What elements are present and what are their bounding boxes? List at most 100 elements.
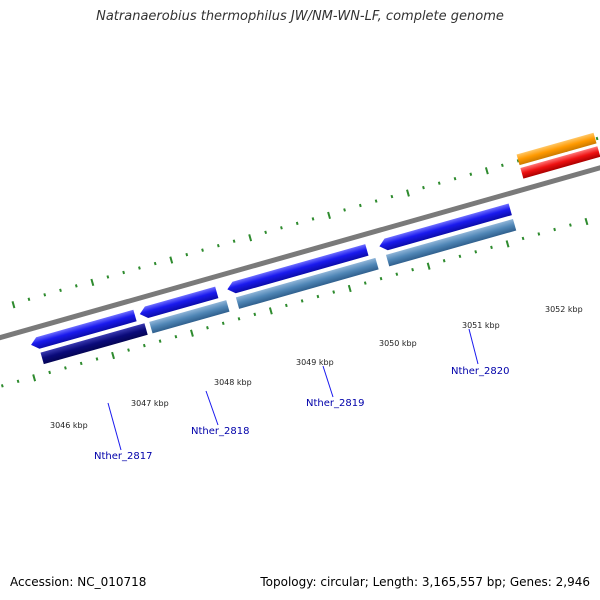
scale-tick: [253, 312, 257, 317]
outer-tick: [327, 211, 331, 220]
scale-tick: [411, 267, 414, 272]
outer-tick: [43, 293, 47, 297]
leader-nther-2817: [107, 402, 122, 451]
gene-bar-nther-2820: [385, 218, 517, 267]
map-title: Natranaerobius thermophilus JW/NM-WN-LF,…: [96, 9, 504, 24]
scale-label-3050: 3050 kbp: [379, 339, 417, 348]
leader-nther-2820: [468, 328, 479, 365]
scale-tick: [537, 232, 541, 236]
outer-tick: [280, 226, 283, 230]
scale-tick: [32, 374, 37, 382]
scale-tick: [584, 217, 589, 226]
gene-label-nther-2819[interactable]: Nther_2819: [306, 398, 364, 409]
genome-backbone: [0, 134, 600, 373]
outer-tick: [358, 203, 362, 208]
outer-tick: [295, 221, 299, 226]
genome-summary: Topology: circular; Length: 3,165,557 bp…: [260, 575, 590, 589]
feature-orange: [516, 132, 597, 166]
outer-tick: [501, 163, 504, 168]
scale-tick: [458, 254, 462, 259]
scale-tick: [16, 379, 20, 384]
scale-tick-marks: [0, 217, 589, 388]
scale-tick: [284, 303, 288, 308]
outer-tick: [374, 199, 378, 203]
scale-tick: [569, 223, 572, 227]
outer-tick: [311, 217, 315, 221]
outer-tick: [201, 248, 204, 252]
scale-tick: [363, 281, 367, 285]
outer-tick: [122, 270, 126, 275]
scale-tick: [48, 370, 52, 375]
outer-tick: [74, 284, 78, 288]
scale-tick: [158, 339, 162, 343]
outer-tick: [595, 136, 599, 141]
outer-tick: [406, 189, 410, 197]
scale-label-3046: 3046 kbp: [50, 421, 88, 430]
scale-tick: [79, 361, 83, 366]
outer-tick: [11, 301, 16, 309]
outer-tick: [453, 176, 457, 181]
outer-tick: [169, 256, 174, 264]
cds-arrow-nther-2820: [379, 203, 512, 251]
outer-tick: [185, 252, 189, 257]
outer-tick: [153, 261, 157, 266]
scale-tick: [300, 299, 304, 303]
outer-tick: [484, 167, 489, 175]
gene-bar-nther-2818: [149, 300, 230, 334]
scale-tick: [237, 317, 241, 321]
scale-tick: [142, 343, 146, 348]
scale-tick: [64, 366, 67, 370]
scale-label-3047: 3047 kbp: [131, 399, 169, 408]
gene-label-nther-2818[interactable]: Nther_2818: [191, 426, 249, 437]
scale-label-3048: 3048 kbp: [214, 378, 252, 387]
leader-nther-2819: [322, 365, 334, 398]
outer-tick: [469, 172, 473, 176]
gene-bar-nther-2819: [235, 257, 379, 309]
outer-tick: [59, 288, 62, 293]
outer-tick: [390, 194, 394, 199]
outer-tick: [264, 230, 268, 235]
outer-tick: [232, 239, 236, 243]
scale-tick: [316, 294, 320, 299]
outer-tick: [106, 275, 110, 279]
scale-tick: [379, 276, 383, 281]
scale-tick: [426, 262, 431, 270]
gene-label-nther-2817[interactable]: Nther_2817: [94, 451, 152, 462]
scale-tick: [268, 307, 273, 315]
cds-arrow-nther-2818: [139, 286, 219, 319]
outer-tick: [138, 266, 141, 270]
cds-arrow-nther-2819: [227, 244, 369, 294]
feature-red: [520, 146, 600, 179]
scale-tick: [505, 240, 510, 248]
scale-tick: [395, 272, 399, 276]
scale-tick: [474, 250, 478, 254]
outer-tick: [422, 185, 425, 190]
scale-tick: [553, 227, 556, 232]
outer-tick-marks: [11, 136, 599, 309]
accession-label: Accession: NC_010718: [10, 575, 147, 589]
scale-tick: [174, 334, 178, 339]
leader-nther-2818: [205, 390, 219, 426]
outer-tick: [343, 208, 346, 212]
scale-tick: [332, 290, 336, 294]
outer-tick: [216, 243, 220, 248]
scale-tick: [206, 326, 209, 330]
scale-tick: [111, 351, 115, 360]
scale-tick: [221, 321, 225, 325]
outer-tick: [27, 297, 31, 301]
cds-arrow-nther-2817: [31, 309, 137, 349]
gene-label-nther-2820[interactable]: Nther_2820: [451, 366, 509, 377]
outer-tick: [90, 278, 95, 287]
scale-tick: [442, 259, 446, 263]
outer-tick: [437, 181, 441, 185]
scale-tick: [347, 284, 352, 293]
scale-tick: [190, 329, 194, 337]
scale-tick: [490, 245, 493, 250]
scale-label-3052: 3052 kbp: [545, 305, 583, 314]
scale-tick: [521, 236, 525, 241]
scale-label-3051: 3051 kbp: [462, 321, 500, 330]
scale-tick: [95, 357, 99, 361]
outer-tick: [248, 234, 253, 242]
gene-bar-nther-2817: [40, 323, 148, 365]
